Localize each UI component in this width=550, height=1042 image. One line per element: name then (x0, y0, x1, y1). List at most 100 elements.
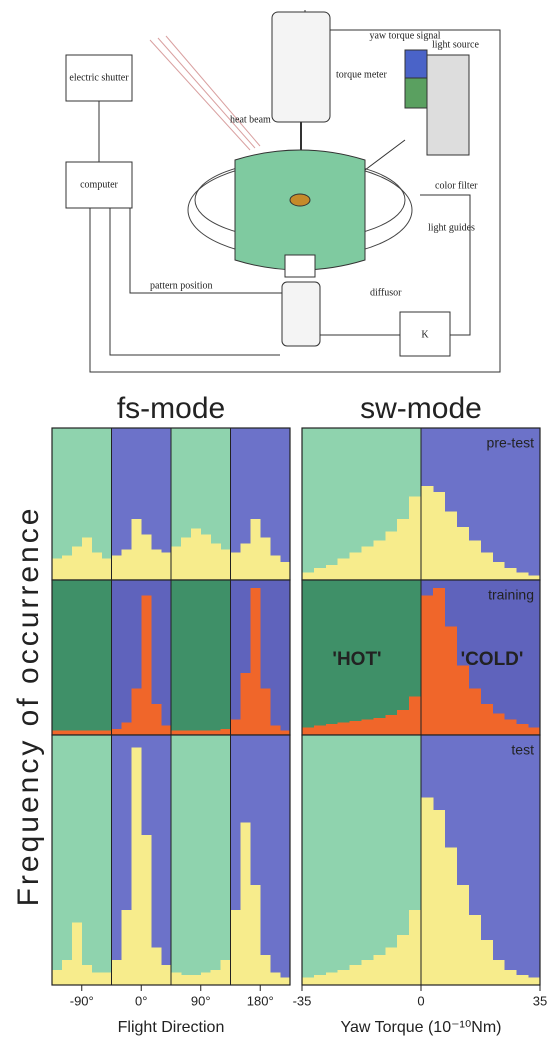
histogram-bar (91, 552, 102, 580)
histogram-bar (230, 910, 241, 985)
histogram-bar (516, 975, 529, 985)
histogram-bar (210, 970, 221, 985)
histogram-bar (131, 519, 142, 580)
heat-beam (165, 35, 261, 147)
histogram-bar (52, 730, 63, 735)
panel-frame (51, 734, 291, 986)
histogram-bar (180, 730, 192, 735)
x-tick-label: 0 (417, 993, 424, 1008)
x-tick-label: 35 (533, 993, 547, 1008)
histogram-bar (385, 531, 398, 580)
x-axis-label: Flight Direction (118, 1019, 225, 1036)
x-axis-label: Yaw Torque (10⁻¹⁰Nm) (341, 1019, 502, 1036)
histogram-bar (361, 546, 374, 580)
panel-title: fs-mode (117, 392, 225, 425)
histogram-bar (240, 822, 251, 985)
histogram-bar (260, 688, 271, 735)
histogram-bar (397, 710, 410, 735)
histogram-bar (516, 572, 529, 580)
histogram-bar (361, 719, 374, 735)
histogram-bar (385, 947, 398, 985)
histogram-bar (432, 587, 446, 735)
histogram-bar (151, 549, 162, 580)
histogram-bar (468, 915, 481, 985)
histogram-bar (240, 543, 251, 580)
histogram-bar (141, 595, 152, 735)
histogram-bar (230, 552, 241, 580)
histogram-bar (210, 730, 221, 735)
histogram-bar (52, 970, 63, 985)
histogram-bar (528, 727, 541, 735)
histogram-bar (220, 960, 231, 985)
histogram-bar (456, 665, 469, 735)
histogram-bar (504, 719, 517, 735)
histogram-bar (190, 730, 202, 735)
histogram-bar (280, 561, 291, 580)
histogram-bar (52, 558, 63, 580)
histogram-bar (516, 724, 529, 735)
histogram-bar (240, 673, 251, 735)
histogram-bar (200, 534, 212, 580)
histogram-bar (161, 552, 172, 580)
histogram-bar (337, 970, 350, 985)
label: computer (80, 179, 118, 190)
histogram-bar (111, 555, 122, 580)
histogram-bar (111, 728, 122, 735)
label: light source (432, 39, 479, 50)
histogram-bar (373, 540, 386, 580)
x-tick-label: 0° (135, 993, 147, 1008)
histogram-bar (337, 558, 350, 580)
histogram-bar (444, 847, 458, 985)
histogram-bar (302, 572, 315, 580)
histogram-bar (200, 730, 212, 735)
histogram-bar (91, 972, 102, 985)
histogram-bar (121, 549, 132, 580)
histogram-bar (171, 546, 182, 580)
histogram-bar (409, 496, 422, 580)
panel-title: sw-mode (360, 392, 482, 425)
histogram-bar (131, 688, 142, 735)
heat-beam (157, 37, 256, 149)
histogram-bar (230, 719, 241, 735)
zone (171, 735, 231, 985)
histogram-bar (141, 835, 152, 985)
histogram-bar (492, 713, 505, 735)
histogram-bar (250, 885, 261, 985)
guide (364, 139, 406, 171)
label: yaw torque signal (369, 30, 440, 41)
histogram-bar (349, 721, 362, 735)
histogram-bar (480, 552, 493, 580)
histogram-bar (373, 717, 386, 735)
histogram-bar (492, 960, 505, 985)
histogram-bar (313, 975, 327, 985)
histogram-bar (81, 965, 93, 985)
histogram-bar (190, 528, 202, 580)
histogram-bar (71, 922, 83, 985)
histogram-bar (432, 810, 446, 985)
histogram-bar (200, 972, 212, 985)
histogram-bar (302, 727, 315, 735)
histogram-bar (373, 955, 386, 985)
histogram-bar (121, 722, 132, 735)
shutter-box (65, 54, 133, 102)
histogram-bar (171, 972, 182, 985)
histogram-bar (180, 537, 192, 580)
histogram-bar (313, 567, 327, 580)
light-source-box (426, 54, 470, 156)
histogram-bar (337, 722, 350, 735)
panel-label: pre-test (487, 435, 535, 451)
histogram-bar (325, 564, 339, 580)
motor (281, 281, 321, 347)
histogram-bar (444, 511, 458, 580)
annotation: 'HOT' (332, 649, 381, 670)
histogram-bar (349, 965, 362, 985)
torque-meter (271, 11, 331, 123)
histogram-bar (280, 730, 291, 735)
histogram-bar (421, 595, 434, 735)
histogram-bar (397, 519, 410, 580)
histogram-bar (101, 972, 112, 985)
histogram-bar (210, 543, 221, 580)
histogram-bar (171, 730, 182, 735)
wire (109, 208, 280, 356)
histogram-bar (260, 955, 271, 985)
